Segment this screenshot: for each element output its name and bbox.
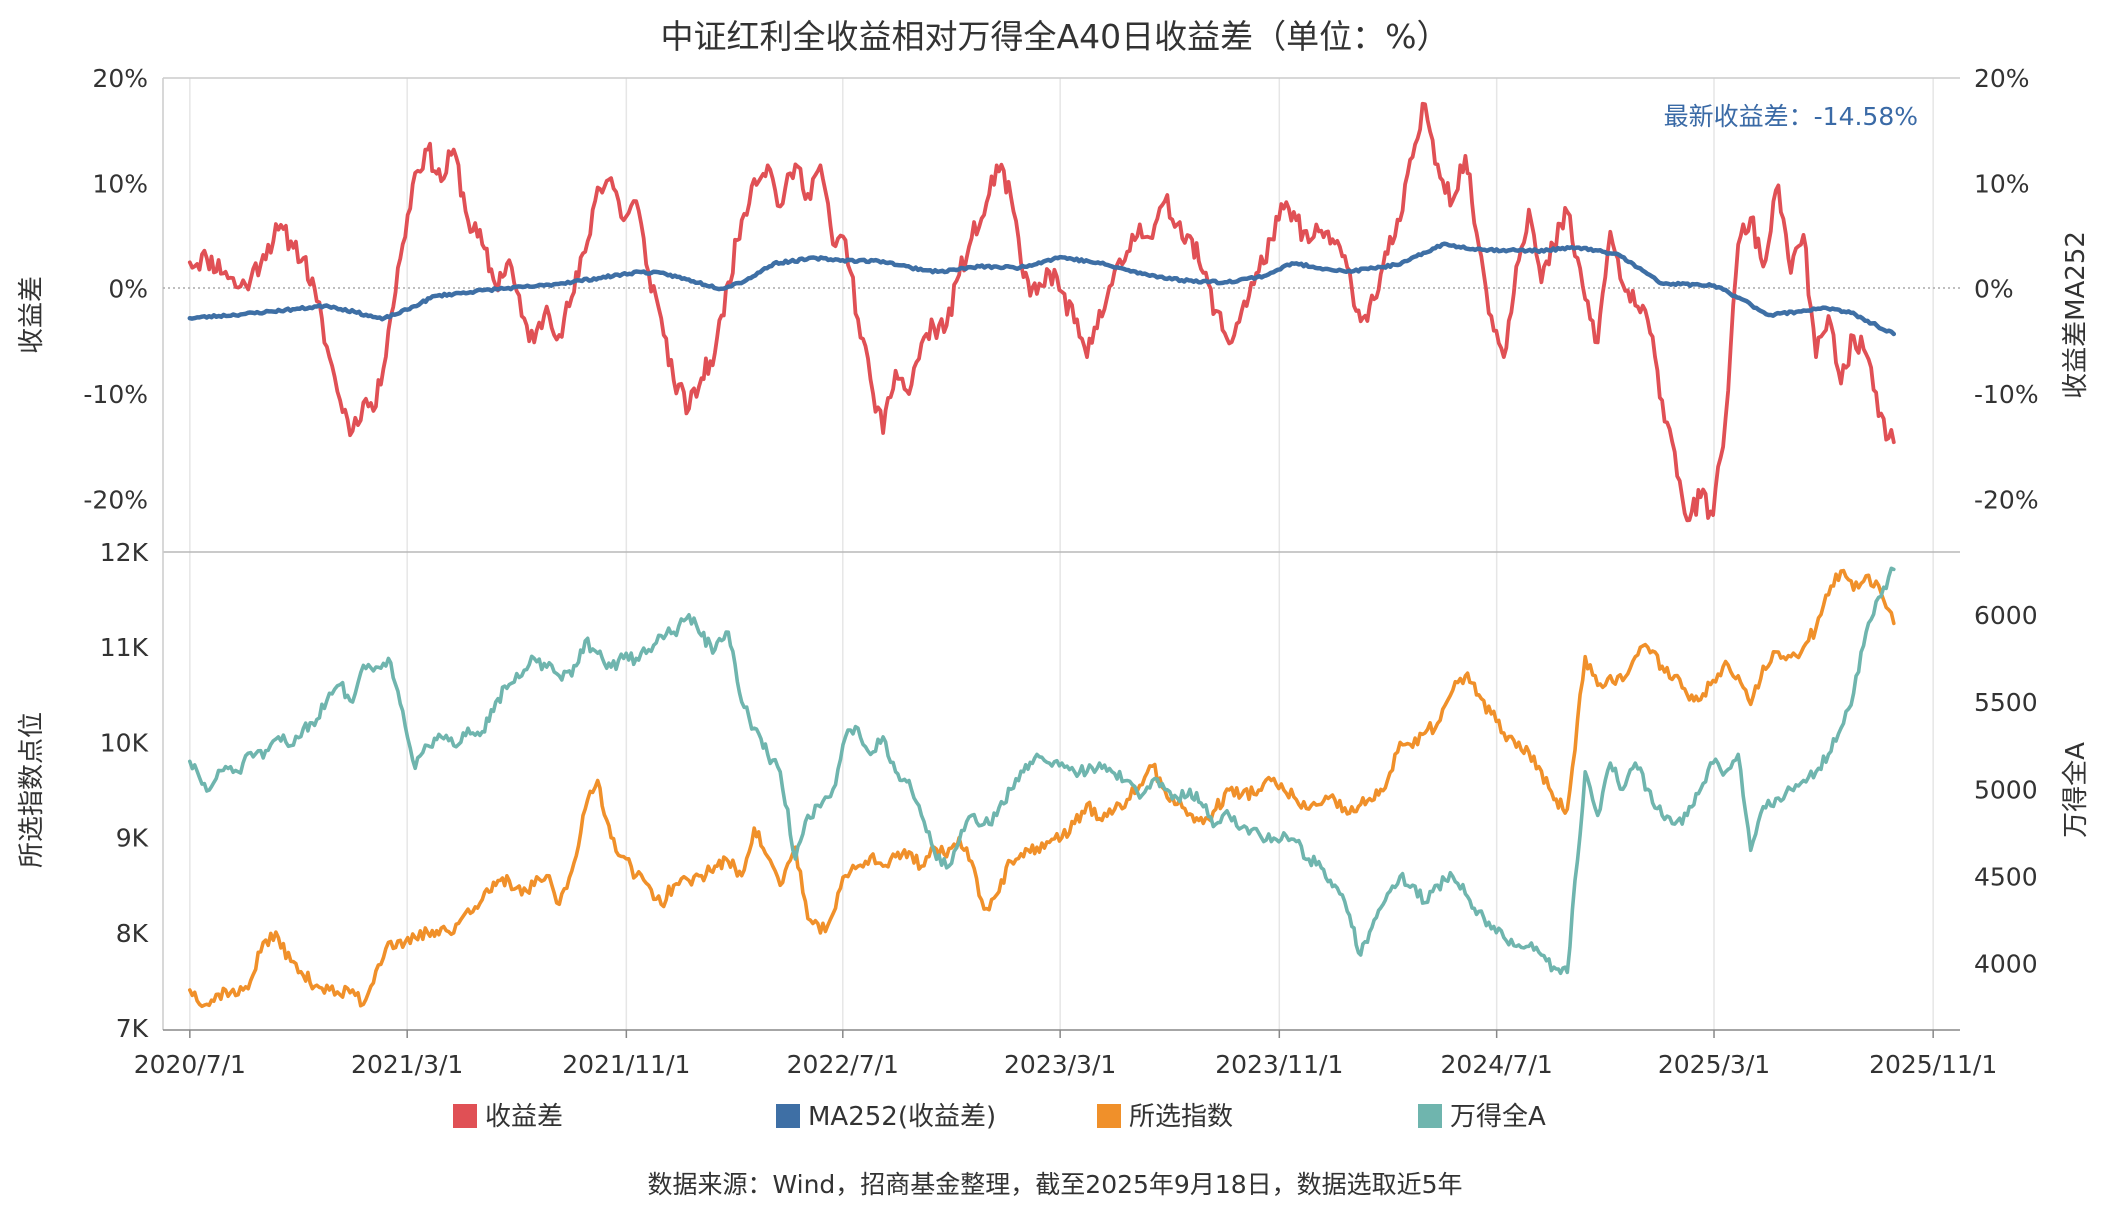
legend-label: 所选指数 — [1129, 1102, 1233, 1132]
top-left-tick-label: 10% — [92, 169, 148, 198]
legend-swatch — [453, 1104, 477, 1128]
bottom-right-axis-title: 万得全A — [2061, 742, 2091, 838]
x-tick-label: 2021/3/1 — [351, 1050, 463, 1079]
bottom-left-axis-title: 所选指数点位 — [17, 712, 47, 868]
legend-swatch — [1097, 1104, 1121, 1128]
bottom-right-tick-label: 5500 — [1974, 688, 2038, 717]
top-grid — [189, 78, 1934, 552]
legend-item: 所选指数 — [1097, 1102, 1233, 1132]
bottom-left-tick-label: 9K — [116, 824, 149, 853]
top-left-tick-label: 20% — [92, 64, 148, 93]
top-left-tick-label: -10% — [83, 380, 148, 409]
legend-label: MA252(收益差) — [808, 1102, 996, 1132]
bottom-plot-area — [163, 552, 1960, 1030]
bottom-left-tick-label: 12K — [100, 538, 149, 567]
x-tick-label: 2025/3/1 — [1658, 1050, 1770, 1079]
top-right-tick-label: -20% — [1974, 485, 2039, 514]
x-tick-label: 2023/3/1 — [1004, 1050, 1116, 1079]
x-tick-label: 2022/7/1 — [787, 1050, 899, 1079]
bottom-left-tick-label: 7K — [116, 1014, 149, 1043]
top-right-tick-label: -10% — [1974, 380, 2039, 409]
bottom-grid — [189, 552, 1934, 1030]
top-right-tick-label: 10% — [1974, 169, 2030, 198]
legend-label: 收益差 — [485, 1102, 563, 1132]
series-line-spread — [187, 101, 1896, 523]
x-tick-label: 2023/11/1 — [1215, 1050, 1343, 1079]
series-line-wind-all-a — [188, 566, 1896, 976]
top-left-tick-label: 0% — [108, 275, 148, 304]
top-left-tick-labels: 20% 10% 0% -10% -20% — [83, 64, 148, 514]
bottom-right-tick-label: 4500 — [1974, 862, 2038, 891]
legend: 收益差 MA252(收益差) 所选指数 万得全A — [453, 1102, 1546, 1132]
series-layer — [187, 101, 1897, 1009]
bottom-right-tick-labels: 6000 5500 5000 4500 4000 — [1974, 601, 2038, 979]
top-left-axis-title: 收益差 — [17, 276, 47, 354]
top-left-tick-label: -20% — [83, 485, 148, 514]
x-tick-labels: 2020/7/1 2021/3/1 2021/11/1 2022/7/1 2023/3/… — [134, 1030, 1997, 1079]
bottom-left-tick-label: 8K — [116, 919, 149, 948]
top-right-tick-labels: 20% 10% 0% -10% -20% — [1974, 64, 2039, 514]
legend-swatch — [776, 1104, 800, 1128]
bottom-right-tick-label: 6000 — [1974, 601, 2038, 630]
legend-label: 万得全A — [1450, 1102, 1546, 1132]
x-tick-label: 2020/7/1 — [134, 1050, 246, 1079]
bottom-left-tick-label: 10K — [100, 728, 149, 757]
source-note: 数据来源：Wind，招商基金整理，截至2025年9月18日，数据选取近5年 — [647, 1170, 1462, 1199]
x-tick-label: 2025/11/1 — [1869, 1050, 1997, 1079]
bottom-left-tick-label: 11K — [100, 633, 149, 662]
top-plot-area — [163, 78, 1960, 552]
legend-item: 万得全A — [1418, 1102, 1546, 1132]
series-line-ma252 — [187, 241, 1897, 337]
legend-item: MA252(收益差) — [776, 1102, 996, 1132]
latest-spread-annotation: 最新收益差：-14.58% — [1664, 102, 1918, 131]
bottom-right-tick-label: 4000 — [1974, 950, 2038, 979]
top-right-tick-label: 0% — [1974, 275, 2014, 304]
series-line-selected-index — [188, 568, 1896, 1009]
x-tick-label: 2024/7/1 — [1441, 1050, 1553, 1079]
legend-swatch — [1418, 1104, 1442, 1128]
top-right-axis-title: 收益差MA252 — [2061, 231, 2091, 399]
chart-title: 中证红利全收益相对万得全A40日收益差（单位：%） — [661, 17, 1450, 56]
top-right-tick-label: 20% — [1974, 64, 2030, 93]
bottom-right-tick-label: 5000 — [1974, 775, 2038, 804]
bottom-left-tick-labels: 12K 11K 10K 9K 8K 7K — [100, 538, 149, 1043]
legend-item: 收益差 — [453, 1102, 563, 1132]
x-tick-label: 2021/11/1 — [562, 1050, 690, 1079]
